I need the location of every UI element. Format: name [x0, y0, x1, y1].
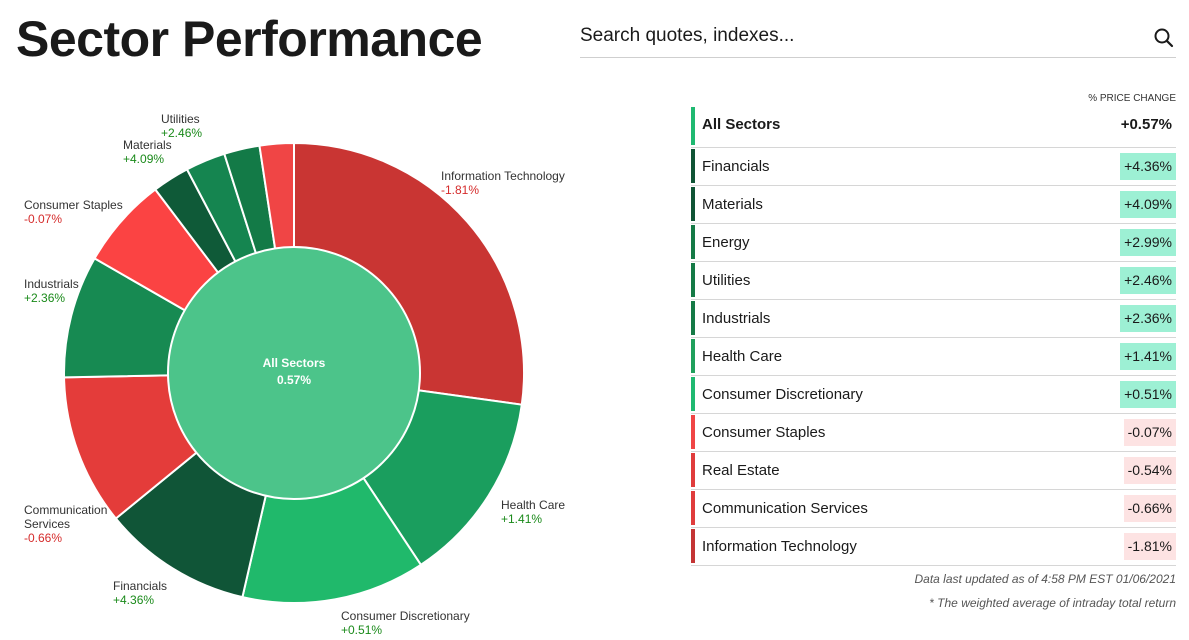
sector-row[interactable]: Consumer Discretionary +0.51% — [691, 376, 1176, 414]
slice-label-value: +4.09% — [123, 152, 164, 166]
slice-label-name: Financials — [113, 579, 167, 593]
sector-row[interactable]: Financials +4.36% — [691, 148, 1176, 186]
search-input[interactable] — [580, 16, 1120, 56]
search-bar — [580, 16, 1176, 58]
sector-color-bar — [691, 263, 695, 297]
sector-row[interactable]: All Sectors +0.57% — [691, 106, 1176, 148]
sector-change-badge: -0.07% — [1123, 419, 1176, 446]
sector-row[interactable]: Communication Services -0.66% — [691, 490, 1176, 528]
slice-label-name: Services — [24, 517, 70, 531]
slice-label-value: +4.36% — [113, 593, 154, 607]
sector-change-badge: +4.36% — [1120, 153, 1176, 180]
sector-donut-chart: All Sectors 0.57% Information Technology-1… — [24, 112, 565, 637]
sector-name: Utilities — [702, 272, 751, 289]
sector-color-bar — [691, 301, 695, 335]
slice-label-name: Industrials — [24, 277, 79, 291]
sector-row[interactable]: Materials +4.09% — [691, 186, 1176, 224]
sector-row[interactable]: Consumer Staples -0.07% — [691, 414, 1176, 452]
sector-color-bar — [691, 377, 695, 411]
donut-center-label: All Sectors — [263, 356, 326, 370]
sector-change-badge: +2.36% — [1120, 305, 1176, 332]
sector-change-badge: -0.54% — [1123, 457, 1176, 484]
slice-label-name: Utilities — [161, 112, 200, 126]
slice-label-name: Health Care — [501, 498, 565, 512]
sector-change-badge: +0.51% — [1120, 381, 1176, 408]
sector-color-bar — [691, 529, 695, 563]
sector-color-bar — [691, 491, 695, 525]
search-icon[interactable] — [1152, 26, 1176, 50]
sector-table: % PRICE CHANGE All Sectors +0.57% Financia… — [691, 92, 1176, 566]
sector-change-badge: +2.99% — [1120, 229, 1176, 256]
sector-rows: All Sectors +0.57% Financials +4.36% Materia… — [691, 106, 1176, 566]
sector-name: Materials — [702, 196, 763, 213]
sector-name: Consumer Discretionary — [702, 386, 863, 403]
slice-label-name: Consumer Staples — [24, 198, 123, 212]
slice-label-name: Communication — [24, 503, 107, 517]
slice-label-name: Materials — [123, 138, 172, 152]
sector-color-bar — [691, 187, 695, 221]
sector-color-bar — [691, 107, 695, 145]
sector-color-bar — [691, 415, 695, 449]
sector-row[interactable]: Energy +2.99% — [691, 224, 1176, 262]
donut-center-value: 0.57% — [277, 373, 311, 387]
sector-row[interactable]: Industrials +2.36% — [691, 300, 1176, 338]
page-title: Sector Performance — [16, 11, 483, 67]
slice-label-name: Consumer Discretionary — [341, 609, 470, 623]
sector-color-bar — [691, 453, 695, 487]
sector-row[interactable]: Utilities +2.46% — [691, 262, 1176, 300]
slice-label-name: Information Technology — [441, 169, 565, 183]
slice-label-value: +2.36% — [24, 291, 65, 305]
sector-change-badge: +1.41% — [1120, 343, 1176, 370]
sector-change-badge: +2.46% — [1120, 267, 1176, 294]
slice-label-value: +1.41% — [501, 512, 542, 526]
sector-change-badge: -0.66% — [1123, 495, 1176, 522]
sector-row[interactable]: Real Estate -0.54% — [691, 452, 1176, 490]
sector-name: Real Estate — [702, 462, 780, 479]
sector-change-badge: +4.09% — [1120, 191, 1176, 218]
sector-name: Communication Services — [702, 500, 868, 517]
sector-name: Health Care — [702, 348, 783, 365]
sector-name: Information Technology — [702, 538, 857, 555]
slice-label-value: +2.46% — [161, 126, 202, 140]
footnote: * The weighted average of intraday total… — [929, 596, 1176, 610]
slice-label-value: -1.81% — [441, 183, 479, 197]
sector-change-badge: -1.81% — [1123, 533, 1176, 560]
donut-center[interactable] — [167, 246, 421, 500]
sector-name: Consumer Staples — [702, 424, 826, 441]
sector-color-bar — [691, 339, 695, 373]
sector-name: Financials — [702, 158, 770, 175]
sector-name: Industrials — [702, 310, 771, 327]
price-change-header: % PRICE CHANGE — [1088, 93, 1176, 104]
sector-row[interactable]: Information Technology -1.81% — [691, 528, 1176, 566]
slice-label-value: -0.66% — [24, 531, 62, 545]
sector-name: All Sectors — [702, 116, 781, 133]
sector-change-badge: +0.57% — [1120, 116, 1172, 133]
sector-row[interactable]: Health Care +1.41% — [691, 338, 1176, 376]
slice-label-value: +0.51% — [341, 623, 382, 637]
last-updated-note: Data last updated as of 4:58 PM EST 01/0… — [914, 572, 1176, 586]
sector-color-bar — [691, 149, 695, 183]
slice-label-value: -0.07% — [24, 212, 62, 226]
sector-name: Energy — [702, 234, 750, 251]
sector-color-bar — [691, 225, 695, 259]
